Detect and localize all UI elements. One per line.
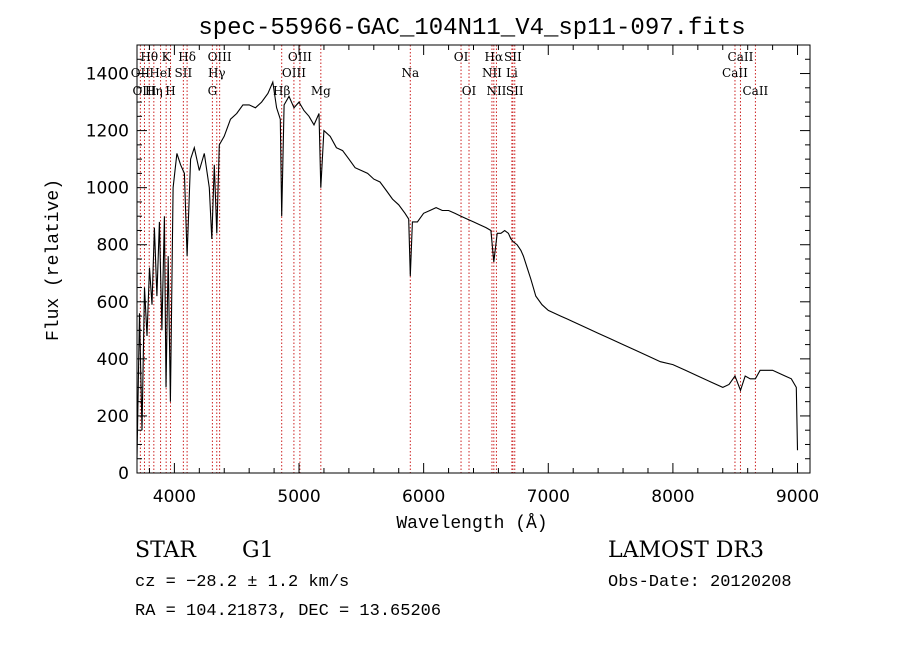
coordinates: RA = 104.21873, DEC = 13.65206 [135,602,442,621]
y-tick-label: 600 [97,293,129,313]
observation-date: Obs-Date: 20120208 [608,573,792,592]
y-tick-label: 800 [97,236,129,256]
plot-frame [136,44,811,474]
line-marker-label-18: OI [462,84,477,98]
x-tick-label: 5000 [277,487,320,507]
y-tick-label: 1200 [86,122,129,142]
line-marker-label-4: HeI [149,66,172,80]
y-tick-label: 400 [97,350,129,370]
x-tick-label: 4000 [153,487,196,507]
y-axis-label: Flux (relative) [44,179,64,341]
line-marker-label-1: OII [131,66,151,80]
line-marker-label-16: Na [401,66,419,80]
line-marker-label-27: CaII [742,84,768,98]
line-marker-label-14: Hβ [273,84,290,98]
line-marker-label-12: OIII [288,50,312,64]
x-tick-label: 6000 [402,487,445,507]
axis-ticks [137,45,810,474]
line-marker-label-20: SII [504,50,522,64]
line-marker-label-9: OIII [208,50,232,64]
object-subclass: G1 [242,538,274,563]
chart-title: spec-55966-GAC_104N11_V4_sp11-097.fits [198,15,745,42]
line-marker-label-3: Hη [145,84,163,98]
line-marker-label-23: NII [486,84,506,98]
redshift-velocity: cz = −28.2 ± 1.2 km/s [135,573,350,592]
spectrum-line [136,80,799,459]
line-marker-label-5: K [162,50,172,64]
y-tick-label: 0 [118,464,129,484]
line-marker-label-21: NII [482,66,502,80]
line-marker-label-17: OI [454,50,469,64]
line-marker-label-15: Mg [311,84,331,98]
line-marker-label-13: OIII [282,66,306,80]
y-tick-labels: 0 200 400 600 800 1000 1200 1400 [86,65,129,484]
line-marker-label-26: CaII [722,66,748,80]
x-tick-label: 8000 [651,487,694,507]
x-axis-label: Wavelength (Å) [396,513,547,534]
y-tick-label: 1000 [86,179,129,199]
x-tick-label: 9000 [776,487,819,507]
line-marker-label-22: Li [506,66,518,80]
line-marker-label-24: SII [506,84,524,98]
line-marker-label-0: Hθ [140,50,158,64]
line-marker-label-11: G [208,84,218,98]
x-tick-labels: 4000 5000 6000 7000 8000 9000 [153,487,819,507]
y-tick-label: 1400 [86,65,129,85]
line-marker-label-8: Hδ [178,50,196,64]
line-marker-label-7: H [165,84,175,98]
object-class: STAR [135,538,196,563]
line-marker-label-25: CaII [728,50,754,64]
x-tick-label: 7000 [527,487,570,507]
line-marker-label-19: Hα [485,50,504,64]
survey-name: LAMOST DR3 [608,538,764,563]
line-markers [139,45,756,473]
line-marker-label-10: Hγ [208,66,226,80]
y-tick-label: 200 [97,407,129,427]
line-marker-label-6: SII [175,66,193,80]
